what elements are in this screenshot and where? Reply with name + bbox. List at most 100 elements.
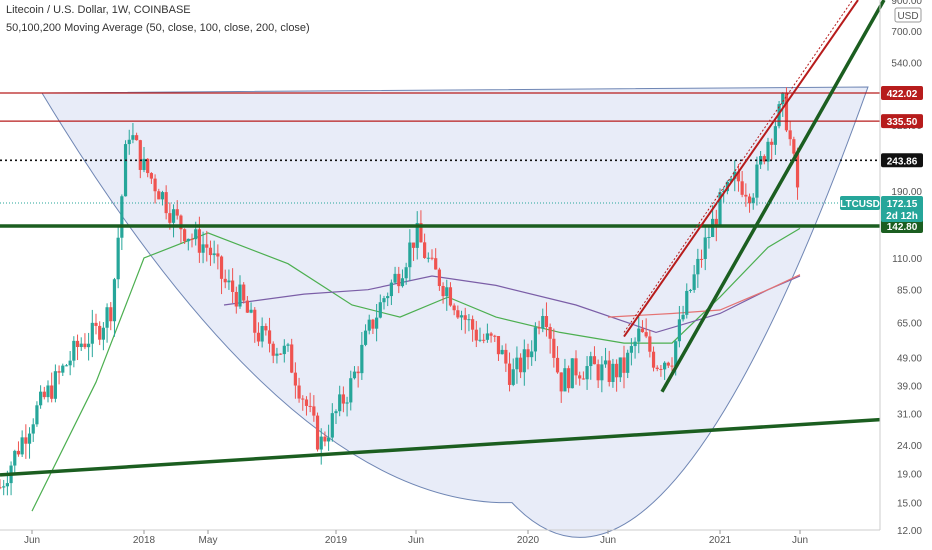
candle: [552, 328, 556, 368]
candle: [670, 357, 674, 372]
candle-body: [578, 375, 582, 379]
candle: [24, 424, 28, 459]
candle-body: [795, 153, 800, 188]
candle-body: [371, 319, 375, 329]
candle-body: [315, 415, 320, 450]
candle: [279, 353, 283, 355]
candle: [563, 358, 567, 392]
candle: [393, 266, 397, 284]
candle-body: [511, 369, 515, 385]
candle-body: [711, 218, 715, 238]
candle-body: [275, 353, 279, 356]
candle-body: [537, 327, 541, 329]
candle-body: [441, 286, 445, 297]
candle-body: [592, 356, 597, 365]
candle-body: [360, 344, 364, 374]
candle: [301, 395, 305, 411]
candle-body: [448, 287, 453, 306]
candle-body: [548, 327, 552, 339]
candle: [338, 385, 342, 417]
candle-body: [552, 338, 556, 358]
candlestick-series: [0, 87, 800, 496]
candle-body: [703, 237, 707, 259]
candle: [740, 170, 744, 198]
candle: [404, 262, 408, 285]
candle: [46, 380, 50, 403]
candle-body: [46, 385, 50, 398]
candle-body: [607, 360, 611, 382]
candle: [773, 120, 777, 155]
candle: [482, 333, 486, 344]
candle-body: [42, 391, 46, 398]
candle-body: [567, 368, 571, 389]
candle: [681, 305, 685, 322]
candle-body: [101, 327, 105, 340]
candle-body: [496, 336, 501, 355]
candle-body: [459, 315, 464, 318]
candle: [677, 306, 681, 348]
candle: [349, 370, 353, 411]
candle: [471, 315, 475, 342]
candle-body: [293, 372, 297, 386]
candle: [64, 363, 69, 367]
candle: [644, 318, 648, 339]
candle-body: [75, 340, 80, 348]
time-tick-label: Jun: [24, 535, 40, 546]
candle: [574, 350, 578, 385]
candle-body: [733, 171, 737, 179]
candle: [231, 268, 235, 304]
currency-badge: USD: [894, 7, 922, 23]
candle: [101, 322, 105, 351]
candle: [146, 158, 150, 178]
candle-body: [382, 298, 386, 303]
level-badge-value: 243.86: [887, 156, 918, 167]
candle-body: [367, 319, 371, 331]
candle: [696, 248, 700, 288]
candle: [90, 309, 94, 358]
candle: [186, 238, 190, 251]
candle: [131, 122, 135, 144]
time-tick-label: 2021: [709, 535, 732, 546]
candle: [223, 269, 227, 289]
candle-body: [160, 192, 165, 200]
candle-body: [356, 371, 360, 374]
candle-body: [260, 325, 264, 342]
candle: [784, 87, 789, 133]
candle: [382, 295, 386, 310]
candle: [341, 386, 345, 413]
candle: [766, 137, 770, 171]
candle-body: [112, 279, 117, 322]
candle: [72, 336, 76, 368]
candle-body: [375, 317, 379, 329]
candle: [537, 320, 541, 335]
time-axis[interactable]: Jun 2018 May 2019 Jun 2020 Jun 2021 Jun: [24, 530, 808, 546]
candle-body: [393, 273, 397, 283]
candle: [297, 377, 301, 403]
candle: [659, 364, 663, 377]
candle: [493, 334, 497, 343]
time-tick-label: Jun: [408, 535, 424, 546]
candle: [330, 403, 334, 442]
candle-body: [434, 258, 438, 270]
candle: [792, 136, 796, 157]
candle: [323, 431, 327, 447]
candle-body: [456, 310, 460, 318]
candle: [703, 224, 707, 271]
candle: [507, 352, 512, 392]
moving-average-layer: [31, 227, 801, 512]
candle: [378, 294, 382, 319]
candle-body: [674, 341, 678, 367]
candle-body: [555, 357, 560, 373]
candle: [87, 332, 91, 361]
candle-body: [463, 315, 467, 320]
candle-body: [533, 327, 537, 352]
candle-body: [714, 218, 718, 226]
candle-body: [766, 141, 770, 162]
candle-body: [341, 394, 345, 404]
candle: [135, 132, 139, 141]
price-axis[interactable]: 900.00700.00540.00420.00325.00243.00190.…: [891, 0, 922, 537]
candle: [581, 371, 585, 380]
candle: [13, 449, 17, 474]
candle-body: [389, 282, 393, 297]
